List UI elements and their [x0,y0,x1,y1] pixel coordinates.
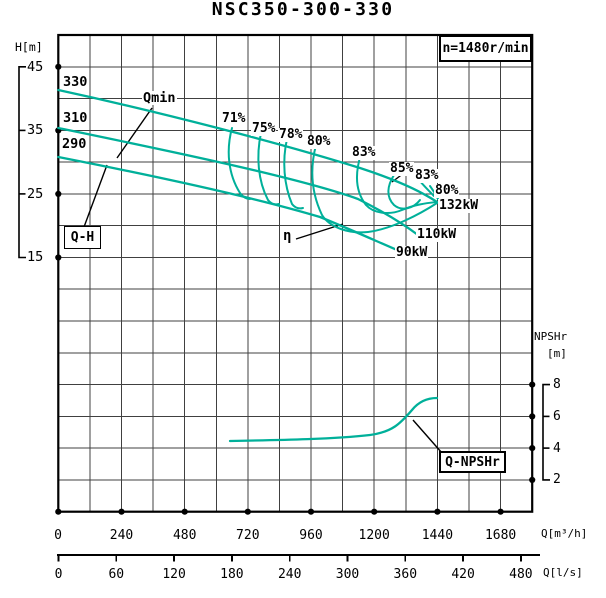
efficiency-label-80: 80% [306,134,332,149]
npsh-tick-4: 4 [553,441,561,456]
ls-tick-360: 360 [393,567,418,582]
ls-tick-300: 300 [335,567,360,582]
npsh-tick-8: 8 [553,377,561,392]
m3h-axis-unit: Q[m³/h] [541,527,588,540]
chart-title: NSC350-300-330 [211,0,395,20]
power-label-90kw: 90kW [395,245,429,260]
qh-box-label: Q-H [64,226,101,249]
npsh-curve [228,396,439,443]
ls-axis-unit: Q[l/s] [543,566,583,579]
leader-lines [83,164,443,454]
efficiency-label-85: 85% [389,161,415,176]
head-tick-15: 15 [27,249,44,265]
ls-tick-180: 180 [220,567,244,582]
ls-tick-240: 240 [277,567,302,582]
m3h-tick-1200: 1200 [358,528,390,543]
ls-tick-0: 0 [54,567,63,582]
efficiency-label-71: 71% [221,111,247,126]
efficiency-label-78: 78% [278,127,304,142]
efficiency-label-75: 75% [251,121,277,136]
efficiency-label-83: 83% [351,145,377,160]
qh-curve-290 [57,155,399,252]
ls-tick-120: 120 [162,567,186,582]
head-tick-35: 35 [27,122,44,138]
efficiency-label-83-right: 83% [414,168,440,183]
contour-71 [227,127,251,200]
head-axis-bracket [18,66,26,259]
m3h-tick-1440: 1440 [421,528,454,543]
efficiency-contours [227,127,439,234]
m3h-tick-240: 240 [109,528,134,543]
plot-border [57,33,534,513]
qh-curve-310 [57,126,420,237]
impeller-label-330: 330 [62,74,89,90]
contour-75 [257,132,280,206]
qh-curve-330 [57,88,439,204]
head-tick-25: 25 [27,186,44,202]
efficiency-label-80-right: 80% [434,183,460,198]
ls-ruler [57,554,540,562]
m3h-tick-0: 0 [54,528,62,543]
m3h-tick-480: 480 [172,528,197,543]
ls-tick-480: 480 [509,567,533,582]
ls-tick-60: 60 [108,567,125,582]
speed-annotation-box: n=1480r/min [439,35,532,62]
power-label-110kw: 110kW [416,227,458,242]
qnpshr-box-label: Q-NPSHr [439,451,506,473]
qmin-line [116,107,153,159]
ls-tick-420: 420 [451,567,475,582]
npsh-tick-6: 6 [553,409,561,424]
contour-78 [283,138,304,210]
npsh-tick-2: 2 [553,472,561,487]
npsh-axis-bracket [542,383,550,481]
impeller-label-310: 310 [62,110,89,126]
qmin-label: Qmin [142,90,177,106]
contour-83 [356,153,438,214]
npsh-axis-label: NPSHr [534,330,568,343]
m3h-tick-960: 960 [299,528,323,543]
m3h-tick-1680: 1680 [484,528,517,543]
m3h-tick-720: 720 [236,528,260,543]
impeller-label-290: 290 [61,136,88,152]
head-axis-label: H[m] [15,40,43,54]
axis-dots [55,63,536,515]
eta-label: η [283,228,292,244]
qh-curves [57,88,439,443]
contour-80 [311,144,438,234]
contour-85 [387,174,421,210]
power-label-132kw: 132kW [438,198,480,213]
npsh-axis-unit: [m] [547,347,567,360]
grid-lines [58,35,533,512]
head-tick-45: 45 [27,59,44,75]
